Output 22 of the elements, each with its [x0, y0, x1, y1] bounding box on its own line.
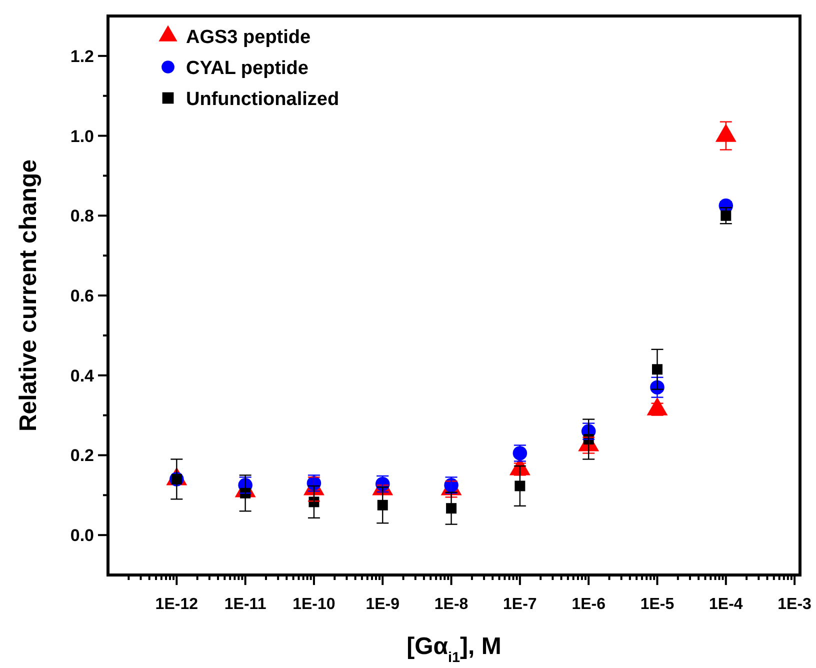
y-tick-label: 0.4: [70, 366, 95, 386]
x-tick-label: 1E-7: [503, 596, 537, 613]
x-tick-label: 1E-4: [709, 596, 743, 613]
x-tick-label: 1E-3: [778, 596, 812, 613]
x-tick-label: 1E-5: [640, 596, 674, 613]
y-tick-label: 0.2: [70, 446, 94, 466]
x-tick-label: 1E-8: [434, 596, 468, 613]
y-tick-label: 0.0: [70, 526, 94, 546]
x-tick-label: 1E-9: [366, 596, 400, 613]
y-tick-label: 1.0: [70, 126, 94, 146]
legend-label: AGS3 peptide: [186, 27, 311, 48]
legend-label: Unfunctionalized: [186, 89, 340, 110]
y-axis-title: Relative current change: [15, 159, 42, 432]
x-axis-title: [Gα$_{i1}$], M: [406, 633, 502, 666]
x-tick-label: 1E-11: [224, 596, 266, 613]
x-tick-label: 1E-10: [292, 596, 336, 613]
x-tick-label: 1E-6: [572, 596, 606, 613]
y-tick-label: 0.8: [70, 206, 94, 226]
y-tick-label: 1.2: [70, 46, 94, 66]
x-tick-label: 1E-12: [155, 596, 198, 613]
y-tick-label: 0.6: [70, 286, 94, 306]
legend-label: CYAL peptide: [186, 58, 308, 79]
